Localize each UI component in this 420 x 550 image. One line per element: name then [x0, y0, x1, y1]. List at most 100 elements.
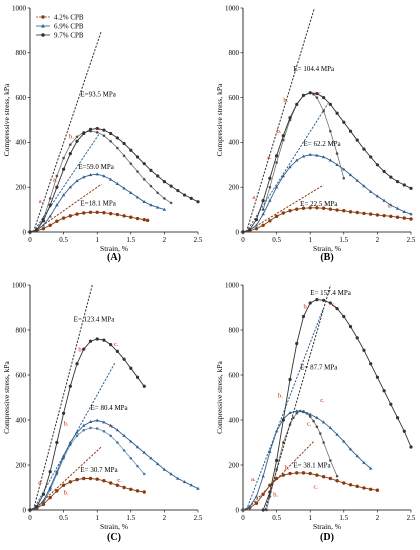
series-point: [88, 476, 93, 481]
annotation-label: c.: [332, 301, 337, 308]
series-point: [68, 440, 72, 444]
series-point: [375, 488, 380, 492]
series-point: [288, 377, 292, 382]
chart-panel: 0 200 400 600 800 1000 0 0.5 1 1.5 2 2.5 Strain, % Co…: [2, 4, 203, 263]
secondary-series-point: [116, 146, 119, 150]
series-point: [68, 152, 72, 156]
y-axis-title: Compressive stress, kPa: [215, 83, 224, 156]
secondary-series-point: [265, 508, 268, 512]
series-point: [362, 348, 366, 352]
series-point: [55, 219, 59, 223]
series-point: [82, 476, 86, 481]
series-point: [48, 223, 52, 227]
series-point: [241, 230, 245, 234]
modulus-label: E=93.5 MPa: [80, 90, 116, 98]
secondary-series-point: [163, 197, 166, 200]
secondary-series-point: [116, 441, 119, 444]
series-point: [55, 469, 59, 473]
y-tick-label: 1000: [12, 281, 27, 289]
series-line: [29, 419, 199, 511]
series-point: [342, 167, 346, 171]
series-point: [75, 212, 79, 216]
series-point: [122, 433, 126, 437]
modulus-line: [245, 7, 315, 233]
secondary-series-point: [75, 434, 79, 438]
series-point: [176, 476, 180, 480]
panel-label: (C): [107, 532, 121, 543]
series-point: [115, 212, 120, 217]
chart-panel: 0 200 400 600 800 1000 0 0.5 1 1.5 2 2.5 Strain, % Co…: [2, 281, 203, 543]
secondary-series-point: [335, 474, 339, 478]
series-point: [295, 341, 299, 346]
series-point: [382, 389, 386, 393]
series-point: [176, 188, 180, 193]
series-point: [261, 212, 265, 216]
series-point: [308, 412, 312, 416]
y-tick-label: 400: [16, 416, 27, 424]
x-tick-label: 1: [95, 514, 99, 522]
series-point: [335, 208, 339, 212]
series-point: [95, 172, 99, 176]
series-point: [355, 484, 359, 489]
y-tick-label: 400: [229, 139, 240, 147]
y-axis-title: Compressive stress, kPa: [2, 83, 11, 156]
series-point: [35, 505, 39, 509]
y-tick-label: 1000: [225, 281, 240, 289]
series-point: [281, 134, 285, 138]
chart-panel: 0 200 400 600 800 1000 0 0.5 1 1.5 2 2.5 Strain, % Co…: [215, 4, 416, 263]
series-point: [328, 426, 333, 430]
series-point: [295, 158, 299, 162]
x-tick-label: 2: [163, 236, 167, 244]
series-point: [142, 490, 146, 494]
series-point: [82, 423, 86, 427]
series-line: [242, 472, 378, 511]
panel-label: (D): [320, 532, 334, 543]
series-point: [369, 466, 373, 470]
x-tick-label: 0.5: [59, 514, 68, 522]
annotation-label: a.: [53, 177, 58, 184]
series-point: [409, 445, 413, 449]
modulus-line: [32, 30, 102, 233]
series-point: [402, 183, 406, 187]
series-point: [275, 458, 279, 463]
series-point: [315, 91, 319, 96]
x-axis-title: Strain, %: [313, 522, 341, 531]
series-point: [162, 180, 166, 184]
series-point: [129, 487, 133, 491]
y-tick-label: 400: [16, 139, 27, 147]
series-point: [95, 126, 99, 131]
series-point: [248, 504, 252, 508]
series-point: [68, 185, 72, 189]
y-tick-label: 0: [236, 228, 240, 236]
series-point: [395, 206, 400, 210]
series-point: [301, 154, 306, 158]
y-tick-label: 600: [229, 371, 240, 379]
series-point: [395, 215, 400, 219]
annotation-label: b.: [273, 492, 278, 499]
series-point: [375, 163, 379, 167]
series-point: [328, 158, 333, 162]
annotation-label: c.: [314, 484, 319, 491]
series-point: [95, 210, 99, 214]
series-point: [281, 211, 286, 215]
series-point: [48, 214, 52, 218]
series-point: [288, 165, 292, 169]
series-point: [115, 483, 120, 487]
x-tick-label: 0.5: [272, 514, 281, 522]
secondary-series-point: [295, 411, 299, 415]
series-point: [142, 384, 146, 388]
series-point: [88, 173, 93, 177]
secondary-series-point: [275, 468, 278, 471]
secondary-series-point: [156, 191, 159, 195]
series-point: [142, 162, 146, 166]
x-tick-label: 1.5: [339, 236, 348, 244]
series-point: [348, 325, 353, 329]
x-tick-label: 0.5: [272, 236, 281, 244]
series-point: [321, 420, 326, 424]
modulus-line: [246, 184, 324, 233]
series-point: [55, 203, 59, 207]
series-point: [129, 215, 133, 219]
series-point: [102, 128, 106, 132]
